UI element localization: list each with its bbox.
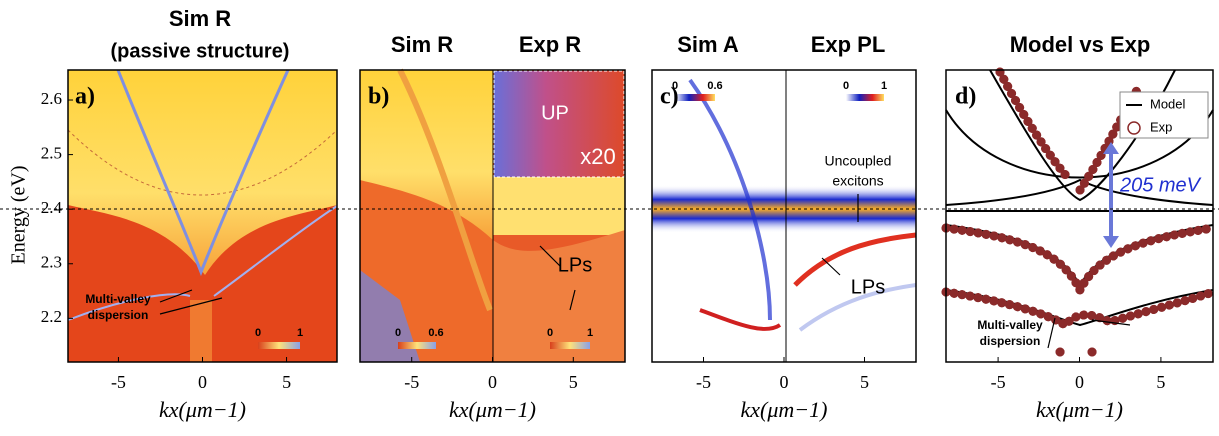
colorbar-label: 0 [255,327,261,339]
x-tick-label: 0 [198,372,207,392]
colorbar-label: 1 [587,327,593,339]
annotation: Multi-valley [85,292,151,306]
heatmap-b [359,68,626,363]
colorbar-label: 0.6 [707,80,722,92]
panel-title: Exp PL [811,32,886,57]
x-tick-label: 0 [488,372,497,392]
panel-title: (passive structure) [111,40,290,62]
y-tick-label: 2.5 [41,144,62,163]
colorbar-label: 0 [547,327,553,339]
model-plot-d [941,67,1218,363]
legend-label: Model [1150,96,1186,111]
heatmap-c [651,69,917,363]
x-tick-label: -5 [111,372,126,392]
colorbar-label: 0 [843,80,849,92]
colorbar-label: 0 [672,80,678,92]
x-tick-label: 5 [282,372,291,392]
panel-label: c) [660,84,679,110]
colorbar-label: 0.6 [428,327,443,339]
colorbar-label: 0 [395,327,401,339]
annotation: LPs [851,276,885,298]
x-tick-label: 5 [569,372,578,392]
x-tick-label: 5 [860,372,869,392]
panel-label: d) [955,84,976,110]
colorbar-label: 1 [881,80,887,92]
annotation: Multi-valley [977,318,1043,332]
panel-title: Sim A [677,32,739,57]
panel-title: Exp R [519,32,581,57]
annotation: 205 meV [1119,174,1202,196]
annotation: LPs [558,254,592,276]
y-tick-label: 2.4 [41,198,63,217]
colorbar-label: 1 [297,327,303,339]
x-axis-label: kx(μm−1) [159,397,246,422]
x-tick-label: -5 [404,372,419,392]
panel-title: Sim R [169,6,231,31]
x-tick-label: 0 [1075,372,1084,392]
legend-label: Exp [1150,119,1172,134]
annotation: dispersion [88,308,149,322]
y-axis-label: Energy (eV) [8,165,30,264]
panel-title: Model vs Exp [1010,32,1151,57]
y-tick-label: 2.2 [41,307,62,326]
annotation: UP [541,102,569,124]
panel-label: a) [75,84,95,110]
annotation: dispersion [980,334,1041,348]
annotation: Uncoupled [825,153,892,169]
x-axis-label: kx(μm−1) [449,397,536,422]
x-tick-label: 0 [780,372,789,392]
y-tick-label: 2.3 [41,253,62,272]
heatmap-a [67,69,338,363]
x-tick-label: -5 [991,372,1006,392]
annotation: x20 [580,144,615,169]
x-axis-label: kx(μm−1) [1036,397,1123,422]
panel-label: b) [368,84,389,110]
x-tick-label: 5 [1156,372,1165,392]
y-tick-label: 2.6 [41,89,62,108]
panel-title: Sim R [391,32,453,57]
x-tick-label: -5 [696,372,711,392]
x-axis-label: kx(μm−1) [741,397,828,422]
annotation: excitons [832,173,883,189]
